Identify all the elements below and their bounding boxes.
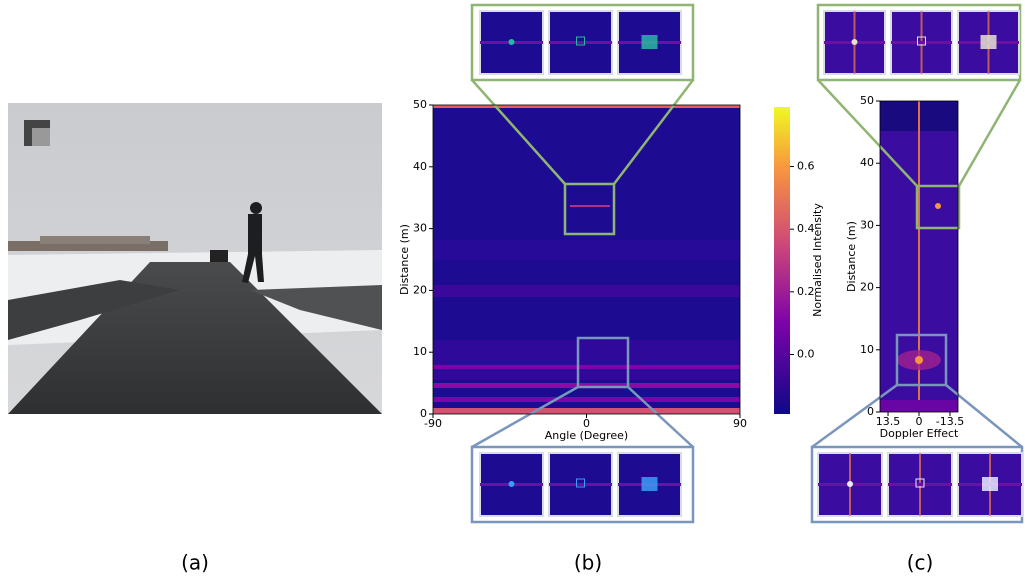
inset-blob <box>642 35 658 49</box>
inset-stripe <box>549 41 612 44</box>
photo <box>8 103 382 414</box>
colorbar-tick-label: 0.0 <box>797 347 815 360</box>
colorbar <box>774 107 790 414</box>
inset-dot <box>509 481 515 487</box>
x-axis-label: Angle (Degree) <box>545 429 628 442</box>
y-tick-label: 50 <box>413 98 427 111</box>
y-tick-label: 10 <box>860 343 874 356</box>
inset-dot <box>509 39 515 45</box>
range-angle-heatmap <box>433 105 740 414</box>
inset-stripe <box>549 483 612 486</box>
y-tick-label: 40 <box>413 160 427 173</box>
x-axis-label: Doppler Effect <box>880 427 959 440</box>
inset-blob <box>982 477 998 491</box>
figure: (a) (b) (c) 01020304050-90090Angle (Degr… <box>0 0 1025 579</box>
y-tick-label: 30 <box>860 218 874 231</box>
inset-blob <box>981 35 997 49</box>
y-tick-label: 40 <box>860 156 874 169</box>
colorbar-label: Normalised Intensity <box>811 203 824 317</box>
inset-stripe <box>891 41 952 44</box>
inset-dot <box>852 39 858 45</box>
y-axis-label: Distance (m) <box>845 221 858 292</box>
panel-label: (b) <box>574 551 602 575</box>
y-tick-label: 50 <box>860 94 874 107</box>
panel-label: (a) <box>181 551 209 575</box>
inset-blob <box>642 477 658 491</box>
y-tick-label: 20 <box>860 281 874 294</box>
y-tick-label: 20 <box>413 283 427 296</box>
panel-label: (c) <box>907 551 934 575</box>
x-tick-label: -90 <box>424 417 442 430</box>
y-axis-label: Distance (m) <box>398 224 411 295</box>
y-tick-label: 0 <box>867 405 874 418</box>
y-tick-label: 10 <box>413 345 427 358</box>
y-tick-label: 30 <box>413 222 427 235</box>
x-tick-label: 90 <box>733 417 747 430</box>
inset-stripe <box>888 483 952 486</box>
inset-dot <box>847 481 853 487</box>
colorbar-tick-label: 0.6 <box>797 160 815 173</box>
